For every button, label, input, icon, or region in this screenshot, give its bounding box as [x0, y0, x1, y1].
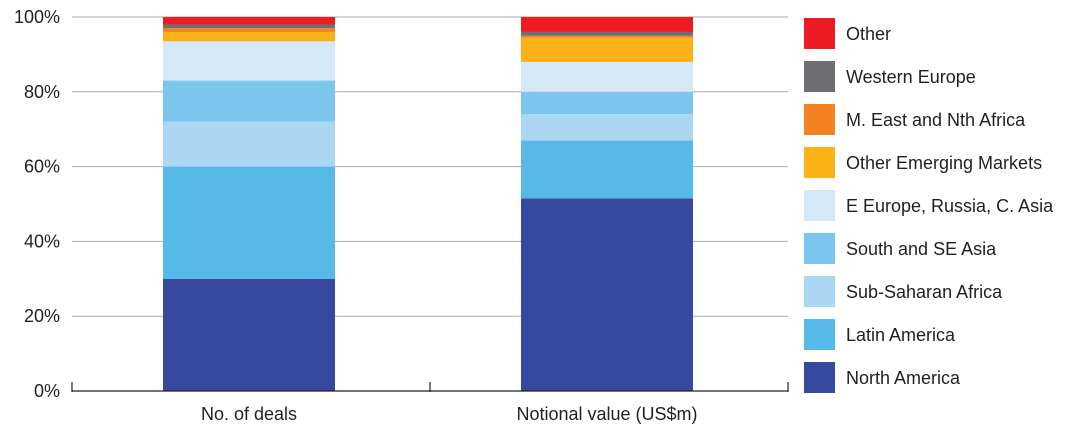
bar-segment	[163, 24, 335, 29]
legend-swatch	[804, 362, 835, 393]
legend-label: North America	[846, 368, 961, 388]
bar-segment	[521, 17, 693, 32]
legend-label: Sub-Saharan Africa	[846, 282, 1003, 302]
bar-segment	[163, 278, 335, 391]
legend-swatch	[804, 18, 835, 49]
bar-segment	[521, 114, 693, 141]
y-tick-label: 20%	[24, 306, 60, 326]
bar-segment	[163, 121, 335, 167]
bar-segment	[521, 31, 693, 36]
legend-label: Other Emerging Markets	[846, 153, 1042, 173]
y-tick-label: 80%	[24, 82, 60, 102]
legend: Other Western Europe M. East and Nth Afric…	[804, 18, 1054, 393]
bar-segment	[163, 28, 335, 32]
y-tick-label: 60%	[24, 157, 60, 177]
bar-segment	[163, 31, 335, 42]
bar-segment	[163, 80, 335, 122]
bar-segment	[521, 140, 693, 199]
bar-segment	[521, 198, 693, 391]
y-tick-label: 100%	[14, 7, 60, 27]
bars	[163, 17, 693, 391]
x-tick-label: No. of deals	[201, 404, 297, 424]
y-tick-label: 40%	[24, 231, 60, 251]
bar-segment	[521, 35, 693, 38]
bar-segment	[521, 91, 693, 115]
legend-label: Other	[846, 24, 891, 44]
legend-label: South and SE Asia	[846, 239, 997, 259]
legend-swatch	[804, 233, 835, 264]
legend-swatch	[804, 276, 835, 307]
legend-label: M. East and Nth Africa	[846, 110, 1026, 130]
legend-swatch	[804, 147, 835, 178]
legend-label: E Europe, Russia, C. Asia	[846, 196, 1054, 216]
legend-swatch	[804, 190, 835, 221]
bar-segment	[163, 41, 335, 81]
bar-segment	[163, 17, 335, 25]
x-tick-label: Notional value (US$m)	[516, 404, 697, 424]
bar-segment	[521, 61, 693, 92]
legend-swatch	[804, 104, 835, 135]
bar-segment	[163, 166, 335, 279]
legend-swatch	[804, 61, 835, 92]
legend-label: Western Europe	[846, 67, 976, 87]
legend-swatch	[804, 319, 835, 350]
legend-label: Latin America	[846, 325, 956, 345]
bar-segment	[521, 37, 693, 62]
y-tick-label: 0%	[34, 381, 60, 401]
